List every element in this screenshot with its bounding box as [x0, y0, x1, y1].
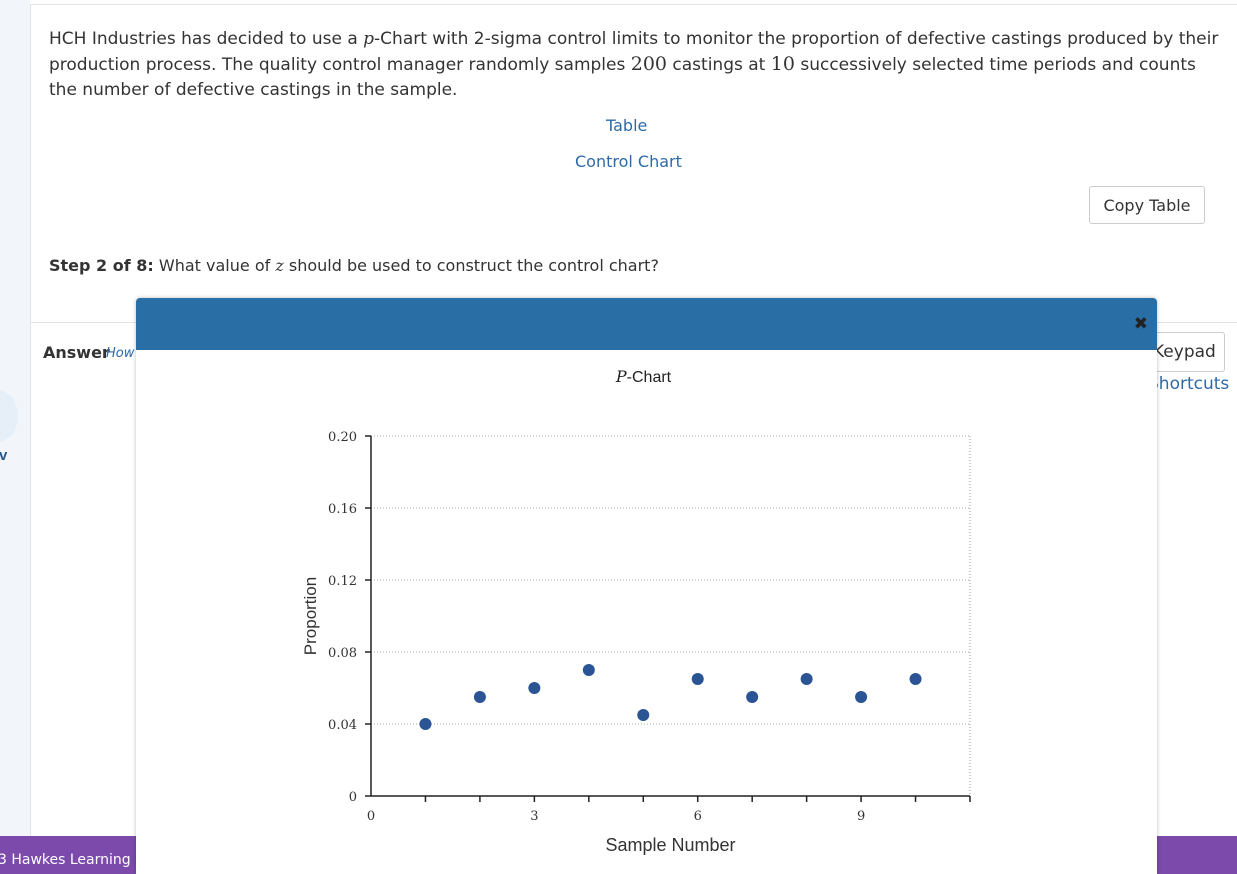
x-axis-label: Sample Number: [605, 835, 735, 855]
problem-text: -Chart with 2-sigma control limits to mo…: [49, 29, 1219, 75]
nav-bubble[interactable]: [0, 390, 18, 442]
left-rail: v: [0, 0, 30, 874]
y-tick-label: 0.20: [328, 430, 357, 445]
p-symbol: p: [363, 29, 375, 49]
data-point: [909, 673, 922, 685]
chart-title: P-Chart: [615, 367, 672, 386]
data-point: [419, 718, 432, 730]
y-tick-label: 0.08: [328, 646, 357, 661]
problem-statement: HCH Industries has decided to use a p-Ch…: [49, 27, 1219, 103]
data-point: [473, 691, 486, 703]
y-tick-label: 0.16: [328, 502, 357, 517]
table-link[interactable]: Table: [606, 116, 648, 135]
chart-title-rest: -Chart: [627, 369, 672, 386]
z-symbol: z: [275, 256, 284, 275]
data-point: [855, 691, 868, 703]
problem-text: successively selected time periods and c…: [49, 55, 1196, 100]
x-tick-label: 9: [857, 809, 865, 824]
answer-how-link[interactable]: How: [106, 346, 135, 361]
y-axis-label: Proportion: [301, 577, 320, 655]
data-point: [528, 682, 541, 694]
step-question: Step 2 of 8: What value of z should be u…: [49, 256, 659, 275]
chart-title-p: P: [615, 367, 627, 386]
copy-table-button[interactable]: Copy Table: [1089, 186, 1205, 224]
modal-header: ✖: [136, 298, 1157, 350]
problem-text: castings at: [667, 55, 771, 75]
p-chart: P-Chart 0 0.04 0.08 0.12 0.16 0.20 0 3 6 9 Sample N…: [301, 367, 971, 855]
problem-text: HCH Industries has decided to use a: [49, 29, 364, 49]
control-chart-link[interactable]: Control Chart: [575, 152, 682, 171]
left-rail-label[interactable]: v: [0, 447, 8, 464]
y-tick-label: 0: [349, 790, 357, 805]
step-text: What value of: [153, 256, 276, 275]
x-tick-label: 6: [694, 809, 702, 824]
y-tick-label: 0.04: [328, 718, 357, 733]
footer-copyright: 3 Hawkes Learning: [0, 852, 131, 868]
data-point: [637, 709, 650, 721]
step-label: Step 2 of 8:: [49, 256, 154, 275]
shortcuts-link[interactable]: Shortcuts: [1148, 374, 1230, 394]
y-tick-label: 0.12: [328, 574, 357, 589]
data-point: [746, 691, 759, 703]
close-icon[interactable]: ✖: [1133, 314, 1148, 334]
x-tick-label: 0: [367, 809, 375, 824]
periods-count: 10: [770, 53, 795, 75]
x-tick-label: 3: [530, 809, 538, 824]
step-text: should be used to construct the control …: [283, 256, 659, 275]
control-chart-modal: ✖ P-Chart 0 0.04 0.08 0.12 0.16 0.20 0 3 6 9 Sample…: [136, 298, 1157, 874]
data-point: [800, 673, 813, 685]
sample-size: 200: [630, 53, 668, 75]
data-point: [582, 664, 595, 676]
answer-label: Answer: [43, 343, 110, 362]
data-point: [691, 673, 704, 685]
